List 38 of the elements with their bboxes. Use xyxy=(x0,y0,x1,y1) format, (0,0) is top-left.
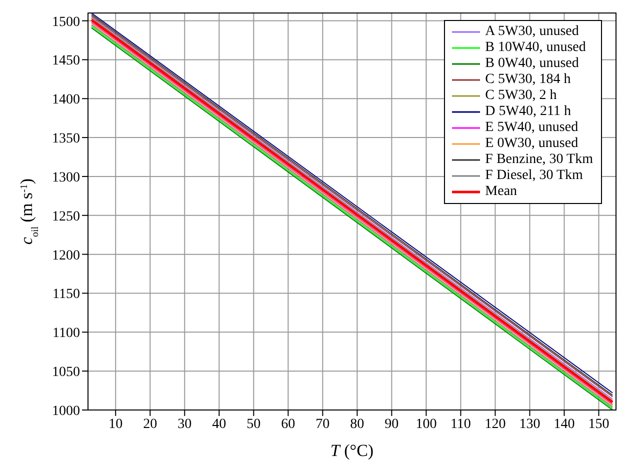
x-tick-label: 40 xyxy=(212,416,226,432)
x-tick-label: 150 xyxy=(588,416,610,432)
y-tick-label: 1450 xyxy=(52,54,80,69)
legend-label: A 5W30, unused xyxy=(485,24,579,40)
x-tick-label: 110 xyxy=(450,416,471,432)
x-tick-label: 80 xyxy=(350,416,364,432)
y-tick-label: 1150 xyxy=(52,287,80,302)
y-tick-label: 1050 xyxy=(52,365,80,380)
x-tick-label: 120 xyxy=(484,416,506,432)
legend-label: C 5W30, 2 h xyxy=(485,88,557,104)
y-tick-label: 1500 xyxy=(52,14,80,30)
legend-label: B 10W40, unused xyxy=(485,40,586,56)
x-tick-label: 130 xyxy=(519,416,540,432)
x-tick-label: 50 xyxy=(246,416,261,432)
y-tick-label: 1000 xyxy=(52,404,80,419)
x-tick-label: 20 xyxy=(143,416,158,432)
x-axis-title: T (°C) xyxy=(330,441,374,460)
legend-label: E 5W40, unused xyxy=(485,120,578,136)
legend-label: D 5W40, 211 h xyxy=(485,104,571,120)
y-tick-label: 1100 xyxy=(52,326,80,342)
legend-label: B 0W40, unused xyxy=(485,56,579,72)
y-tick-label: 1350 xyxy=(52,132,80,147)
x-tick-label: 10 xyxy=(108,416,123,432)
y-tick-label: 1400 xyxy=(52,92,80,108)
x-tick-label: 30 xyxy=(178,416,192,432)
x-tick-label: 60 xyxy=(281,416,296,432)
x-tick-label: 70 xyxy=(316,416,330,432)
x-tick-label: 140 xyxy=(554,416,575,432)
y-tick-label: 1300 xyxy=(52,170,80,186)
x-tick-label: 90 xyxy=(384,416,399,432)
y-tick-label: 1200 xyxy=(52,248,80,264)
x-tick-label: 100 xyxy=(416,416,437,432)
legend-label: Mean xyxy=(485,184,518,200)
legend-label: C 5W30, 184 h xyxy=(485,72,571,88)
legend-label: F Diesel, 30 Tkm xyxy=(485,168,583,184)
legend-label: E 0W30, unused xyxy=(485,136,578,152)
y-tick-label: 1250 xyxy=(52,209,80,224)
legend-label: F Benzine, 30 Tkm xyxy=(485,152,593,168)
